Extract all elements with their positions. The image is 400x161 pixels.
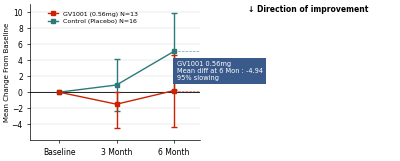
Text: GV1001 0.56mg
Mean diff at 6 Mon : -4.94
95% slowing: GV1001 0.56mg Mean diff at 6 Mon : -4.94…: [177, 61, 263, 81]
Y-axis label: Mean Change From Baseline: Mean Change From Baseline: [4, 23, 10, 122]
Text: ↓ Direction of improvement: ↓ Direction of improvement: [248, 5, 368, 14]
Legend: GV1001 (0.56mg) N=13, Control (Placebo) N=16: GV1001 (0.56mg) N=13, Control (Placebo) …: [47, 10, 139, 25]
